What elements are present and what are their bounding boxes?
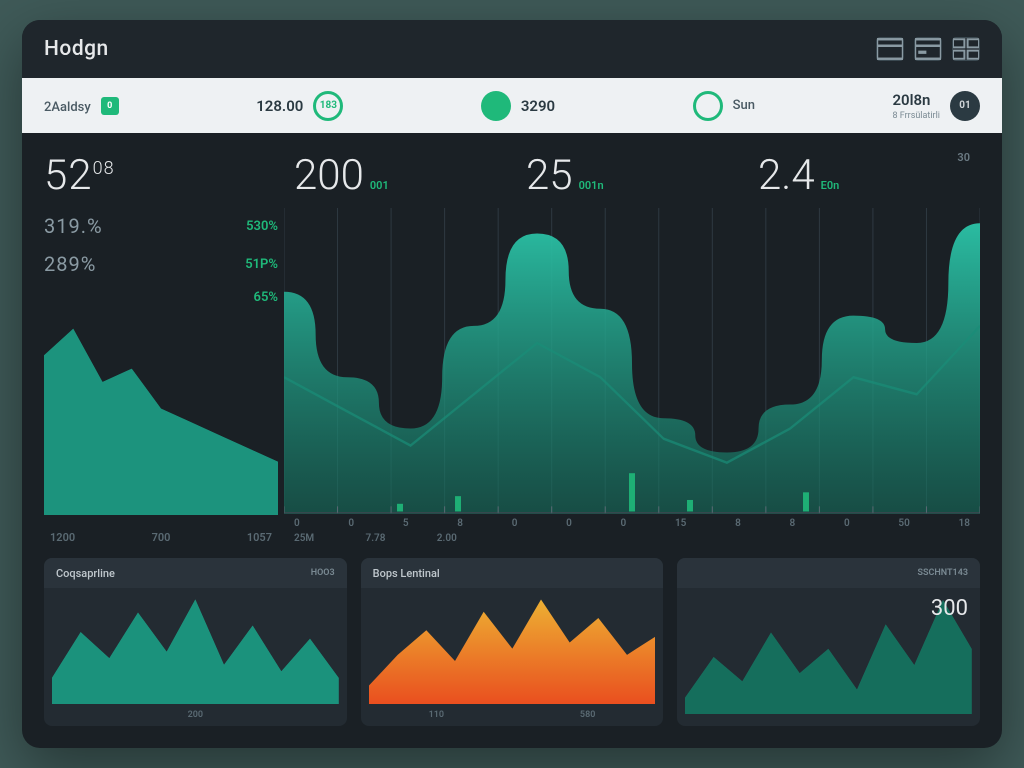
panel-tag: HOO3 [311,568,335,578]
stat-label: 2Aaldsy [44,100,91,115]
header-icons [876,37,980,61]
metric-unit: E0n [821,179,840,192]
header: Hodgn [22,20,1002,78]
main-area-chart [284,208,980,514]
stat-circle[interactable] [481,91,511,121]
panel-2[interactable]: Bops Lentinal 110580 [361,558,664,726]
stat-sub: 8 Frrsülatirli [892,111,940,121]
metric-big: 200 [294,151,364,200]
stat-badge: 0 [101,97,119,115]
metric: 25 001n [526,151,738,200]
sidebar-kpi: 5208 319.% 530% 289% 51P% 65% 1200 700 1… [44,151,284,544]
panels: Coqsaprline HOO3 200 Bops Lentinal 11058… [22,544,1002,748]
grid-icon[interactable] [952,37,980,61]
stat-item-2: 128.00 183 [256,91,343,121]
kpi-row: 289% 51P% [44,252,278,276]
side-axis: 1200 700 1057 [44,529,278,544]
app-window: Hodgn 2Aaldsy 0 128.00 183 3290 [22,20,1002,748]
layout-icon[interactable] [876,37,904,61]
chart-axis: 0058000158805018 [284,514,980,529]
kpi-row: 319.% 530% [44,214,278,238]
card-icon[interactable] [914,37,942,61]
kpi-sub: 319.% [44,214,103,238]
metric-row: 200 001 25 001n 2.4 E0n 30 [284,151,980,208]
stat-value: 3290 [521,97,555,115]
panel-tag: SSCHNT143 [918,568,968,578]
stat-value: 128.00 [256,97,303,115]
stat-circle[interactable] [693,91,723,121]
chart-axis: 25M7.782.00 [284,529,980,544]
stat-circle[interactable]: 183 [313,91,343,121]
stat-item-4: Sun [693,91,755,121]
kpi-row: 65% [44,290,278,305]
metric-big: 2.4 [758,151,815,200]
stat-label: Sun [733,98,755,113]
panel-3[interactable]: SSCHNT143 300 [677,558,980,726]
kpi-primary: 5208 [44,151,278,200]
metric: 2.4 E0n 30 [758,151,970,200]
stat-strip: 2Aaldsy 0 128.00 183 3290 Sun 20l8n 8 Fr… [22,78,1002,133]
panel-1[interactable]: Coqsaprline HOO3 200 [44,558,347,726]
stat-item-5: 20l8n 8 Frrsülatirli 01 [892,90,980,121]
main: 5208 319.% 530% 289% 51P% 65% 1200 700 1… [22,133,1002,544]
metric-unit: 001 [370,179,389,192]
kpi-pct: 65% [254,290,278,305]
stat-value: 20l8n [892,91,930,109]
stat-circle[interactable]: 01 [950,91,980,121]
metric: 200 001 [294,151,506,200]
panel-title: Coqsaprline [56,567,115,580]
metric-big: 25 [526,151,573,200]
app-title: Hodgn [44,37,109,61]
metric-unit: 001n [579,179,604,192]
kpi-pct: 51P% [245,257,278,272]
panel-value: 300 [931,596,968,621]
panel-title: Bops Lentinal [373,567,440,580]
stat-item-1: 2Aaldsy 0 [44,96,119,115]
mini-area-chart [44,319,278,515]
kpi-pct: 530% [246,219,278,234]
center: 200 001 25 001n 2.4 E0n 30 [284,151,980,544]
stat-item-3: 3290 [481,91,555,121]
kpi-sub: 289% [44,252,96,276]
metric-side: 30 [957,151,970,164]
